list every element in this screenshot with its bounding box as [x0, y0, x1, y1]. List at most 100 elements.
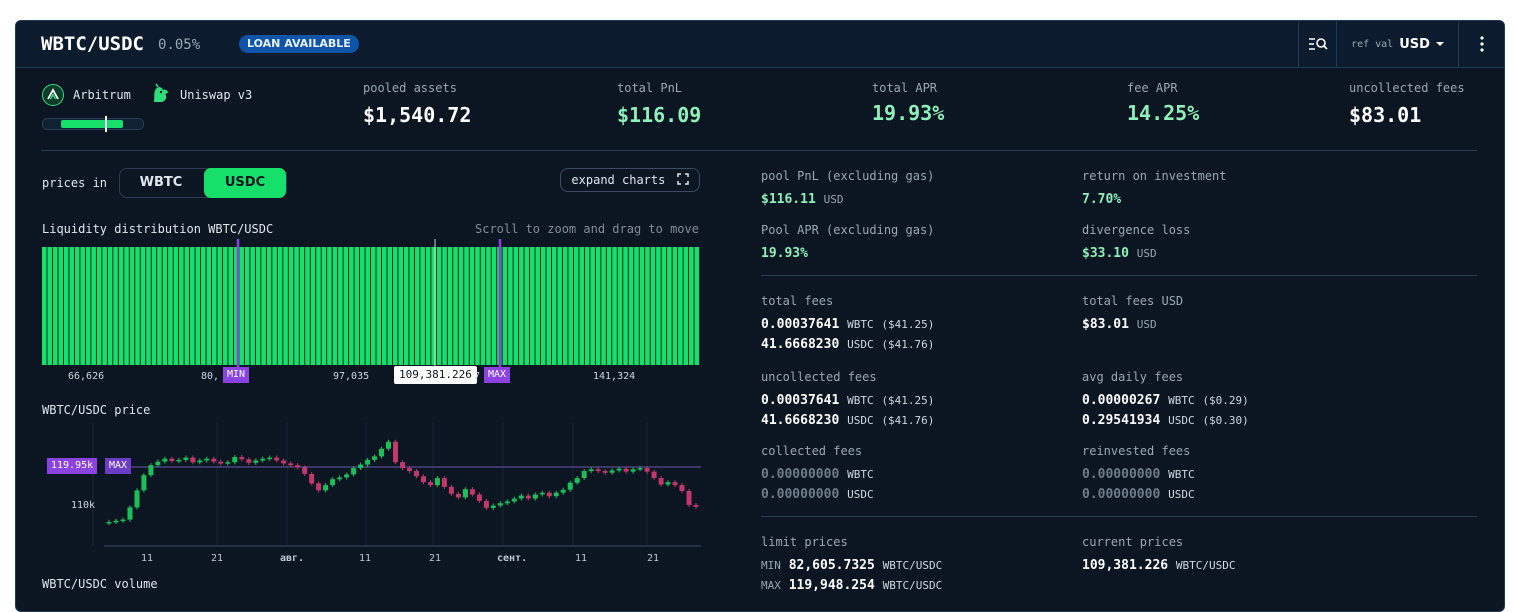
- fee-row: 41.6668230 USDC ($41.76): [761, 413, 934, 428]
- candle: [127, 507, 133, 520]
- ref-val-label: ref val: [1351, 38, 1394, 50]
- liquidity-bar: [162, 247, 168, 365]
- candle: [546, 492, 552, 497]
- candles: [106, 439, 699, 526]
- candle: [588, 469, 594, 472]
- liquidity-max-tag[interactable]: MAX: [484, 367, 511, 383]
- candle: [637, 468, 643, 470]
- roi-label: return on investment: [1082, 169, 1227, 183]
- protocol-name: Uniswap v3: [180, 88, 253, 102]
- liquidity-bar: [480, 247, 486, 365]
- divergence-loss-value: $33.10 USD: [1082, 246, 1157, 261]
- candle: [693, 505, 699, 507]
- liquidity-bar: [365, 247, 371, 365]
- liquidity-chart[interactable]: [41, 239, 701, 391]
- filter-search-button[interactable]: [1298, 21, 1337, 67]
- candle: [651, 471, 657, 478]
- liquidity-bar: [475, 247, 480, 365]
- liquidity-bar: [617, 247, 623, 365]
- stat-value: $1,540.72: [363, 103, 472, 127]
- more-menu-button[interactable]: [1458, 21, 1504, 67]
- fee-amount: 0.29541934: [1082, 413, 1161, 428]
- price-x-tick: авг.: [280, 553, 305, 564]
- fee-token: WBTC: [1168, 468, 1195, 481]
- liquidity-bar: [74, 247, 80, 365]
- fee-amount: 41.6668230: [761, 413, 840, 428]
- liquidity-min-tag[interactable]: MIN: [223, 367, 250, 383]
- fee-usd: ($41.25): [881, 318, 935, 331]
- candle: [253, 460, 259, 463]
- liquidity-bar: [568, 247, 573, 365]
- toggle-wbtc[interactable]: WBTC: [139, 175, 183, 190]
- candle: [441, 478, 447, 487]
- candle: [679, 485, 685, 491]
- candle: [281, 460, 287, 464]
- liquidity-bar: [206, 247, 212, 365]
- liquidity-bar: [403, 247, 409, 365]
- price-grid: [92, 423, 648, 546]
- fee-usd: ($41.76): [881, 338, 935, 351]
- total-fees-label: total fees: [761, 294, 834, 308]
- liquidity-bar: [398, 247, 403, 365]
- fee-row: 41.6668230 USDC ($41.76): [761, 337, 934, 352]
- candle: [302, 467, 308, 474]
- list-search-icon: [1309, 38, 1328, 50]
- candle: [421, 476, 426, 483]
- prices-in-label: prices in: [42, 176, 108, 190]
- stat-label: pooled assets: [363, 81, 457, 95]
- liquidity-bar: [244, 247, 250, 365]
- candle: [462, 489, 468, 498]
- candle: [162, 458, 168, 462]
- card-header: WBTC/USDC 0.05% LOAN AVAILABLE ref val U…: [16, 21, 1504, 68]
- candle: [574, 478, 580, 483]
- pool-pnl-label: pool PnL (excluding gas): [761, 169, 935, 183]
- candle: [190, 457, 196, 463]
- candle: [581, 471, 587, 478]
- candle: [204, 458, 210, 461]
- liquidity-bar: [354, 247, 360, 365]
- fee-amount: 0.00037641: [761, 393, 840, 408]
- liquidity-bar: [409, 247, 414, 365]
- candle: [197, 460, 203, 463]
- fee-token: USDC: [1168, 414, 1195, 427]
- liquidity-bar: [151, 247, 157, 365]
- liquidity-bar: [327, 247, 332, 365]
- expand-charts-button[interactable]: expand charts: [560, 168, 700, 192]
- liquidity-tick: 80,: [201, 371, 220, 382]
- liquidity-bar: [431, 247, 436, 365]
- caret-down-icon: [1435, 42, 1444, 46]
- liquidity-bar: [217, 247, 223, 365]
- fee-amount: 0.00037641: [761, 317, 840, 332]
- candle: [141, 475, 147, 491]
- loan-available-badge[interactable]: LOAN AVAILABLE: [239, 35, 359, 53]
- price-x-tick: 11: [141, 553, 154, 564]
- liquidity-bar: [266, 247, 272, 365]
- price-chart[interactable]: [41, 423, 701, 571]
- liquidity-bar: [294, 247, 299, 365]
- liquidity-bar: [579, 247, 584, 365]
- uniswap-unicorn-icon: [154, 83, 168, 102]
- liquidity-bar: [47, 247, 53, 365]
- candle: [553, 492, 559, 497]
- ref-val-currency-select[interactable]: ref val USD: [1336, 21, 1459, 67]
- candle: [630, 469, 636, 472]
- fee-tier: 0.05%: [158, 37, 201, 53]
- toggle-usdc[interactable]: USDC: [204, 168, 286, 198]
- stat-value: $116.09: [617, 103, 702, 127]
- fee-token: WBTC: [847, 394, 874, 407]
- liquidity-bar: [519, 247, 524, 365]
- candle: [476, 494, 482, 501]
- fee-amount: 0.00000000: [761, 487, 840, 502]
- reinvested-fees-label: reinvested fees: [1082, 444, 1191, 458]
- price-y-tick: 110k: [71, 500, 96, 511]
- fee-token: USDC: [1168, 488, 1195, 501]
- liquidity-bar: [551, 247, 557, 365]
- liquidity-bar: [310, 247, 316, 365]
- candle: [532, 494, 538, 499]
- candle: [323, 485, 329, 491]
- liquidity-tick: 141,324: [593, 371, 636, 382]
- current-price-tag: 109,381.226: [394, 366, 477, 384]
- liquidity-bar: [135, 247, 140, 365]
- price-x-tick: 11: [575, 553, 588, 564]
- total-fees-usd-value: $83.01 USD: [1082, 317, 1157, 332]
